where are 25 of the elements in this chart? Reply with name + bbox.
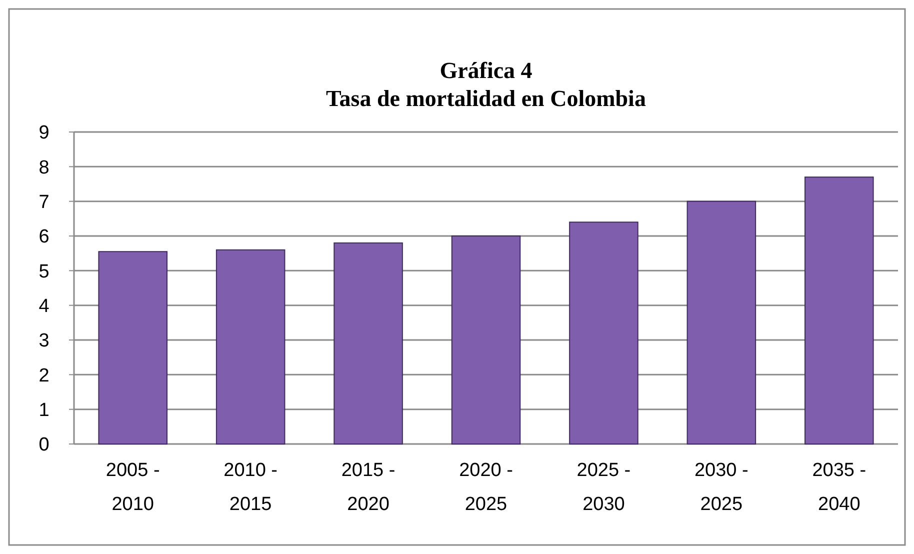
chart-title: Gráfica 4 Tasa de mortalidad en Colombia bbox=[326, 58, 646, 111]
bar bbox=[98, 251, 168, 444]
y-tick-label: 4 bbox=[38, 296, 50, 317]
y-tick-label: 8 bbox=[38, 157, 50, 178]
bar bbox=[334, 242, 403, 444]
y-tick-label: 9 bbox=[38, 122, 50, 144]
x-tick-label: 2015 - 2020 bbox=[341, 460, 396, 515]
y-tick-label: 3 bbox=[38, 330, 50, 352]
y-tick-label: 6 bbox=[38, 226, 50, 248]
bar bbox=[569, 222, 638, 444]
x-tick-label: 2005 - 2010 bbox=[106, 460, 160, 515]
y-tick-label: 5 bbox=[38, 261, 50, 282]
bar bbox=[804, 176, 874, 444]
bar bbox=[216, 249, 286, 444]
x-tick-label: 2010 - 2015 bbox=[224, 460, 278, 515]
x-tick-label: 2035 - 2040 bbox=[812, 460, 866, 515]
x-tick-label: 2020 - 2025 bbox=[459, 460, 513, 515]
bar bbox=[451, 236, 521, 444]
x-tick-label: 2030 - 2025 bbox=[694, 460, 748, 515]
x-tick-label: 2025 - 2030 bbox=[576, 460, 631, 515]
y-tick-label: 7 bbox=[38, 192, 50, 213]
bar bbox=[686, 200, 756, 444]
y-tick-label: 0 bbox=[38, 434, 50, 456]
y-tick-label: 1 bbox=[38, 400, 50, 421]
y-tick-label: 2 bbox=[38, 365, 50, 386]
